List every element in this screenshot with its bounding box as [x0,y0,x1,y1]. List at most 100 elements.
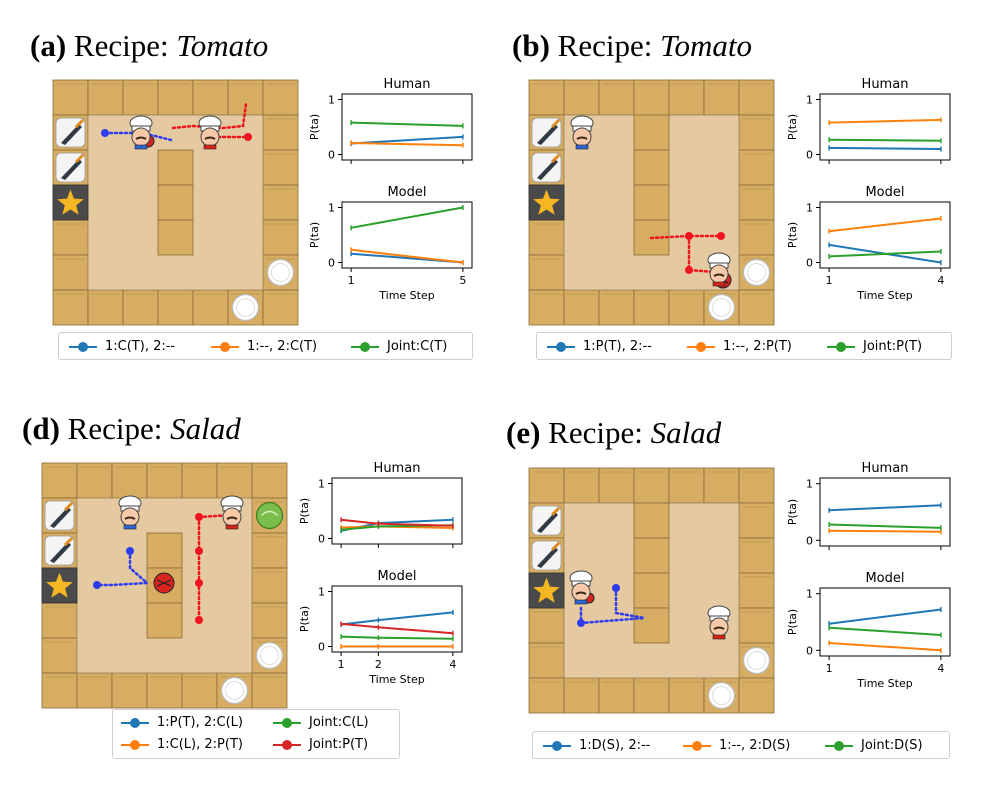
counter-tile [41,602,78,639]
y-tick-label: 1 [806,202,813,215]
recipe-name: Salad [650,415,722,450]
x-axis-label: Time Step [368,673,424,686]
y-tick-label: 0 [318,533,325,546]
counter-tile [598,79,635,116]
counter-tile [598,467,635,504]
counter-tile [52,79,89,116]
y-axis-label: P(ta) [298,606,311,632]
series-line [350,206,464,229]
counter-tile [528,219,565,256]
plate-rim [712,686,731,705]
counter-tile [738,572,775,609]
knife-icon [537,512,558,533]
counter-tile [41,637,78,674]
counter-tile [528,677,565,714]
legend-label: Joint:C(L) [309,715,369,730]
counter-tile [52,219,89,256]
x-tick-label: 1 [826,274,833,287]
legend-a: 1:C(T), 2:-- 1:--, 2:C(T) Joint:C(T) [58,332,473,360]
series-line [829,504,941,512]
series-line [341,635,453,640]
wall-tile [633,572,670,609]
counter-tile [146,462,183,499]
counter-tile [738,219,775,256]
legend-marker [121,738,149,752]
knife-handle-icon [550,506,561,517]
recipe-name: Salad [170,411,241,446]
counter-tile [738,184,775,221]
chef-mustache [204,136,216,140]
counter-tile [146,672,183,709]
counter-tile [738,607,775,644]
agent-path [95,549,151,587]
counter-tile [52,289,89,326]
y-tick-label: 0 [806,644,813,657]
subplot-title: Model [387,185,426,200]
series-line [829,118,941,124]
chef-collar [225,524,239,530]
axes-frame [819,201,951,269]
chef-collar [712,634,726,640]
y-tick-label: 1 [328,94,335,107]
legend-item: 1:--, 2:C(T) [211,339,317,354]
panel-b-title: (b) Recipe: Tomato [512,28,752,64]
lettuce-icon [255,501,284,530]
path-dot [195,579,203,587]
panel-a-title: (a) Recipe: Tomato [30,28,268,64]
counter-tile [528,254,565,291]
legend-item: 1:C(L), 2:P(T) [121,737,243,752]
x-tick-label: 1 [338,658,345,671]
counter-tile [738,289,775,326]
y-axis-label: P(ta) [786,222,799,248]
series-line [829,523,941,529]
counter-tile [668,79,705,116]
path-dot [93,581,101,589]
counter-tile [262,219,299,256]
plate-rim [260,646,279,665]
legend-e: 1:D(S), 2:-- 1:--, 2:D(S) Joint:D(S) [532,731,950,759]
counter-tile [251,672,288,709]
knife-icon [537,547,558,568]
axes-frame [331,477,463,545]
legend-label: Joint:P(T) [863,339,923,354]
kitchen-grid-b [528,79,775,326]
y-axis-label: P(ta) [786,114,799,140]
chef-collar [123,524,137,530]
subplot-title: Human [374,461,421,476]
chef-collar [574,599,588,605]
wall-tile [633,149,670,186]
x-tick-label: 2 [375,658,382,671]
counter-tile [598,677,635,714]
counter-tile [738,467,775,504]
y-tick-label: 0 [806,149,813,162]
counter-tile [563,289,600,326]
legend-label: 1:P(T), 2:C(L) [157,715,243,730]
y-axis-label: P(ta) [308,114,321,140]
x-axis-label: Time Step [856,677,912,690]
agent-path [171,102,248,130]
wall-tile [633,607,670,644]
axes-frame [341,201,473,269]
x-tick-label: 5 [459,274,466,287]
x-axis-label: Time Step [856,289,912,302]
knife-handle-icon [63,501,74,512]
legend-marker [825,739,853,753]
recipe-prefix: Recipe: [557,28,661,63]
kitchen-grid-d [41,462,288,709]
wall-tile [633,184,670,221]
y-tick-label: 0 [328,257,335,270]
counter-tile [738,149,775,186]
legend-label: 1:C(L), 2:P(T) [157,737,243,752]
knife-icon [50,507,71,528]
subplot-title: Human [384,77,431,92]
chef-mustache [575,591,587,595]
legend-item: Joint:C(T) [351,339,447,354]
path-dot [612,584,620,592]
kitchen-grid-a [52,79,299,326]
counter-tile [111,672,148,709]
lettuce-vein [260,510,279,517]
counter-tile [738,79,775,116]
counter-tile [262,79,299,116]
recipe-prefix: Recipe: [67,411,171,446]
